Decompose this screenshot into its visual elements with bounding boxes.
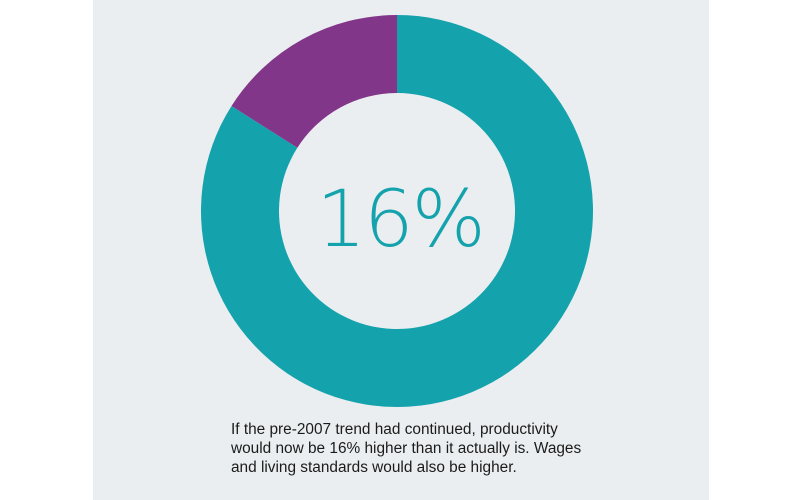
donut-slice-1 — [200, 15, 594, 408]
chart-caption: If the pre-2007 trend had continued, pro… — [231, 421, 582, 476]
donut-chart — [200, 15, 594, 408]
center-value-label: 16% — [316, 175, 485, 265]
donut-slice-2 — [231, 15, 397, 148]
